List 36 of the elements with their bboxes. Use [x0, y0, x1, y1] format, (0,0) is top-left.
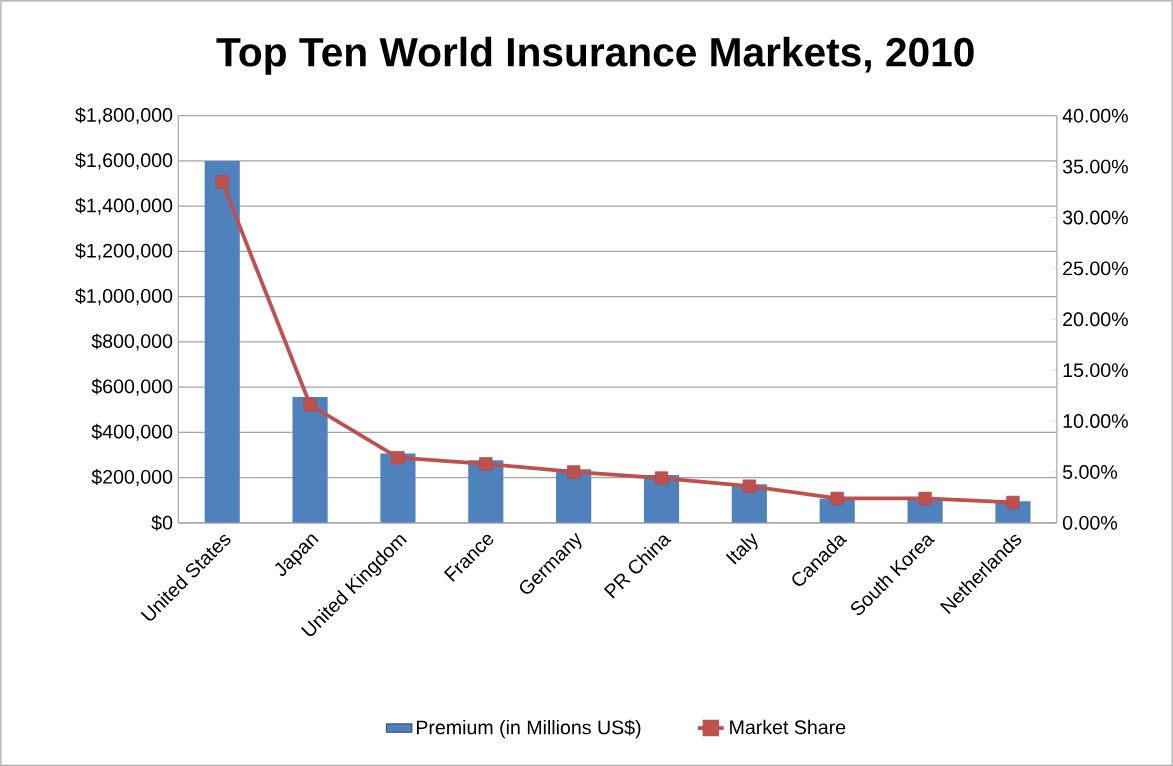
y-tick-label: $600,000	[91, 378, 173, 396]
y-tick-label: $1,000,000	[75, 288, 173, 306]
y-tick-label: $0	[151, 514, 173, 531]
y2-tick-label: 5.00%	[1062, 464, 1118, 479]
y-tick-label: $800,000	[91, 333, 173, 351]
y2-tick-label: 30.00%	[1062, 210, 1128, 225]
point	[391, 450, 405, 465]
y2-tick-label: 0.00%	[1062, 515, 1118, 530]
y-tick-label: $1,600,000	[75, 152, 173, 170]
y-tick-label: $1,200,000	[75, 242, 173, 260]
point	[215, 175, 229, 189]
point	[742, 479, 756, 493]
point	[303, 398, 317, 412]
y-tick-label: $1,400,000	[75, 197, 173, 215]
bar	[204, 160, 240, 523]
y2-tick-label: 25.00%	[1063, 261, 1128, 276]
chart-title: Top Ten World Insurance Markets, 2010	[216, 36, 974, 75]
y-tick-label: $1,800,000	[75, 107, 173, 125]
y-tick-label: $400,000	[91, 423, 173, 441]
point	[830, 491, 844, 505]
y2-tick-label: 40.00%	[1062, 108, 1128, 123]
legend-label: Market Share	[730, 719, 846, 735]
point	[479, 457, 493, 471]
point	[918, 491, 932, 505]
y-tick-label: $200,000	[91, 468, 173, 486]
bar	[292, 396, 328, 523]
y2-tick-label: 10.00%	[1063, 413, 1128, 428]
bar	[380, 453, 416, 523]
point	[654, 471, 669, 485]
y2-tick-label: 15.00%	[1063, 363, 1128, 377]
legend-label: Premium (in Millions US$)	[416, 719, 641, 739]
point	[1006, 495, 1020, 509]
y2-tick-label: 20.00%	[1063, 312, 1128, 327]
y2-tick-label: 35.00%	[1062, 159, 1128, 174]
point	[567, 465, 581, 479]
x-tick-label: Italy	[725, 532, 758, 565]
